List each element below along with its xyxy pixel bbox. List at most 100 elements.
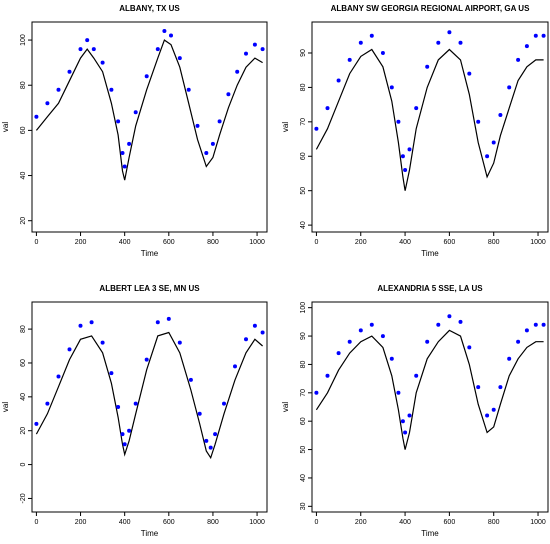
x-tick-label: 400	[399, 519, 411, 526]
data-point	[127, 141, 132, 146]
y-tick-label: 20	[20, 217, 27, 225]
data-point	[91, 47, 96, 52]
chart-title: ALBERT LEA 3 SE, MN US	[99, 284, 200, 293]
data-point	[389, 85, 394, 90]
data-point	[458, 319, 463, 324]
data-point	[89, 320, 94, 325]
data-point	[252, 42, 257, 47]
y-tick-label: 80	[300, 360, 307, 368]
chart-title: ALBANY, TX US	[119, 4, 180, 13]
data-point	[177, 56, 182, 61]
data-point	[78, 47, 83, 52]
data-point	[56, 87, 61, 92]
data-point	[169, 33, 173, 38]
y-tick-label: 90	[300, 332, 307, 340]
data-point	[222, 401, 226, 406]
data-point	[407, 147, 412, 152]
y-tick-label: 60	[300, 417, 307, 425]
y-tick-label: 60	[300, 152, 307, 160]
x-tick-label: 200	[355, 239, 367, 246]
data-point	[252, 323, 257, 328]
data-point	[369, 33, 374, 38]
y-tick-label: 80	[20, 325, 27, 333]
x-tick-label: 200	[75, 239, 87, 246]
x-tick-label: 0	[314, 519, 318, 526]
x-axis-label: Time	[141, 249, 159, 258]
x-tick-label: 800	[207, 239, 219, 246]
data-point	[447, 30, 452, 35]
data-point	[155, 47, 160, 52]
series-line	[315, 329, 544, 450]
y-tick-label: 50	[300, 187, 307, 195]
data-point	[524, 44, 529, 49]
data-point	[244, 337, 248, 342]
y-tick-label: 60	[20, 126, 27, 134]
data-point	[467, 71, 472, 76]
y-tick-label: 40	[20, 393, 27, 401]
y-tick-label: 90	[300, 49, 307, 57]
data-point	[436, 322, 441, 327]
data-point	[314, 126, 319, 131]
data-point	[34, 421, 39, 426]
data-point	[217, 119, 222, 124]
data-point	[233, 364, 237, 369]
x-axis-label: Time	[421, 249, 439, 258]
y-tick-label: 80	[20, 81, 27, 89]
x-tick-label: 600	[444, 519, 456, 526]
data-point	[476, 385, 481, 390]
x-tick-label: 600	[163, 519, 175, 526]
data-point	[485, 154, 490, 159]
x-tick-label: 1000	[249, 519, 265, 526]
data-point	[67, 347, 72, 352]
data-point	[403, 430, 408, 435]
data-point	[260, 330, 265, 335]
data-point	[67, 69, 72, 74]
chart-panel-4: ALEXANDRIA 5 SSE, LA US 0 200 400 600 800 1000…	[281, 284, 549, 538]
data-point	[425, 64, 430, 69]
data-point	[524, 328, 529, 333]
y-tick-label: 20	[20, 427, 27, 435]
data-point	[45, 401, 50, 406]
y-axis-label: val	[281, 122, 290, 132]
data-point	[533, 322, 538, 327]
x-tick-label: 400	[119, 239, 131, 246]
data-point	[347, 339, 352, 344]
series-line	[315, 48, 544, 191]
data-point	[56, 374, 61, 379]
plot-frame	[31, 301, 268, 513]
y-tick-label: 40	[300, 221, 307, 229]
y-axis-label: val	[1, 402, 10, 412]
data-point	[78, 323, 83, 328]
data-point	[541, 322, 546, 327]
data-point	[336, 351, 341, 356]
data-point	[358, 40, 363, 45]
data-point	[195, 123, 200, 128]
data-point	[208, 445, 213, 450]
data-point	[235, 69, 240, 74]
data-point	[533, 33, 538, 38]
y-tick-label: 50	[300, 446, 307, 454]
data-point	[120, 151, 125, 155]
y-axis-label: val	[281, 402, 290, 412]
data-point	[133, 110, 138, 115]
chart-title: ALEXANDRIA 5 SSE, LA US	[377, 284, 483, 293]
data-point	[403, 168, 408, 172]
y-tick-label: 70	[300, 389, 307, 397]
data-point	[498, 385, 503, 390]
chart-panel-1: ALBANY, TX US 0 200 400 600 800 1000 Time 20 40 60…	[1, 4, 268, 258]
data-point	[507, 356, 512, 361]
data-point	[458, 40, 463, 45]
data-point	[133, 401, 138, 406]
data-point	[447, 314, 452, 319]
data-point	[226, 92, 231, 97]
x-tick-label: 1000	[530, 239, 546, 246]
data-point	[155, 320, 160, 325]
data-point	[197, 411, 202, 416]
series-line	[35, 331, 263, 460]
y-tick-label: 80	[300, 83, 307, 91]
data-point	[400, 419, 405, 424]
data-point	[100, 60, 105, 65]
x-tick-label: 0	[34, 519, 38, 526]
y-tick-label: 100	[20, 34, 27, 46]
chart-panel-2: ALBANY SW GEORGIA REGIONAL AIRPORT, GA U…	[281, 4, 549, 258]
